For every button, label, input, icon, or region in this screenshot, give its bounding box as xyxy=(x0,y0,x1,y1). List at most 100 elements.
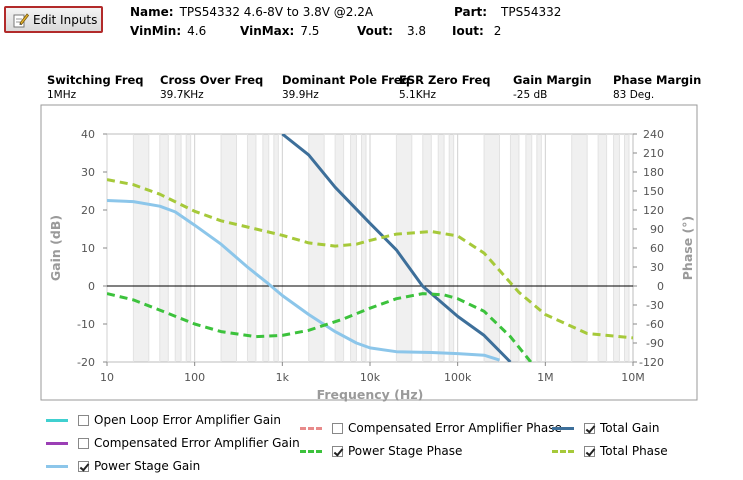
series-power-stage-phase xyxy=(107,292,533,362)
legend-swatch xyxy=(552,426,574,430)
vinmax-label: VinMax: xyxy=(240,24,295,38)
vinmin-field: VinMin: 4.6 xyxy=(130,24,206,38)
grid-band xyxy=(361,134,366,362)
legend-power-stage-phase[interactable]: Power Stage Phase xyxy=(300,444,462,458)
grid-band xyxy=(396,134,412,362)
legend-swatch xyxy=(46,418,68,422)
y-tick-label: -10 xyxy=(77,318,95,331)
legend-label: Compensated Error Amplifier Phase xyxy=(348,421,562,435)
grid-band xyxy=(571,134,588,362)
x-tick-label: 1k xyxy=(276,371,290,384)
metric-esr-zero-freq: ESR Zero Freq 5.1KHz xyxy=(399,73,491,101)
grid-band xyxy=(159,134,169,362)
metric-dominant-pole-freq: Dominant Pole Freq 39.9Hz xyxy=(282,73,410,101)
vinmax-field: VinMax: 7.5 xyxy=(240,24,319,38)
y2-tick-label: 120 xyxy=(643,204,664,217)
metric-label: Cross Over Freq xyxy=(160,73,264,87)
metric-label: Phase Margin xyxy=(613,73,702,87)
metric-value: 39.9Hz xyxy=(282,89,319,101)
metric-crossover-freq: Cross Over Freq 39.7KHz xyxy=(160,73,263,101)
plot-frame xyxy=(40,104,698,401)
grid-band xyxy=(525,134,532,362)
x-tick-label: 100 xyxy=(184,371,205,384)
y-tick-label: 0 xyxy=(88,280,95,293)
grid-band xyxy=(350,134,357,362)
edit-inputs-button[interactable]: Edit Inputs xyxy=(4,6,103,33)
legend-checkbox[interactable] xyxy=(78,414,89,426)
y2-tick-label: -30 xyxy=(646,299,664,312)
x-tick-label: 1M xyxy=(537,371,554,384)
y2-tick-label: 0 xyxy=(657,280,664,293)
series-total-phase xyxy=(107,178,633,340)
metric-phase-margin: Phase Margin 83 Deg. xyxy=(613,73,701,101)
grid-band xyxy=(273,134,279,362)
grid-band xyxy=(175,134,182,362)
grid-band xyxy=(510,134,519,362)
vinmin-label: VinMin: xyxy=(130,24,182,38)
vinmax-value: 7.5 xyxy=(300,24,320,38)
legend-checkbox[interactable] xyxy=(332,445,343,457)
legend-checkbox[interactable] xyxy=(78,460,89,472)
y-tick-label: 40 xyxy=(81,128,95,141)
legend-open-loop-ea-gain[interactable]: Open Loop Error Amplifier Gain xyxy=(46,413,281,427)
iout-value: 2 xyxy=(493,24,502,38)
legend-swatch xyxy=(300,426,322,430)
grid-band xyxy=(536,134,542,362)
metric-value: -25 dB xyxy=(513,89,548,101)
legend-label: Total Gain xyxy=(600,421,660,435)
axis-ticks: 10 100 1k 10k 100k 1M 10M403020100-10-20240210… xyxy=(77,128,664,384)
grid-band xyxy=(484,134,500,362)
grid-band xyxy=(438,134,445,362)
grid-band xyxy=(221,134,237,362)
y-tick-label: -20 xyxy=(77,356,95,369)
legend-label: Open Loop Error Amplifier Gain xyxy=(94,413,281,427)
metric-label: ESR Zero Freq xyxy=(399,73,491,87)
legend-total-phase[interactable]: Total Phase xyxy=(552,444,668,458)
grid-band xyxy=(598,134,607,362)
grid-band xyxy=(422,134,432,362)
name-label: Name: xyxy=(130,5,174,19)
x-tick-label: 10 xyxy=(100,371,114,384)
metric-switching-freq: Switching Freq 1MHz xyxy=(47,73,144,101)
legend-swatch xyxy=(300,449,322,453)
legend-checkbox[interactable] xyxy=(78,437,89,449)
part-field: Part: TPS54332 xyxy=(454,5,561,19)
y2-axis-label: Phase (°) xyxy=(680,216,695,280)
y2-tick-label: -120 xyxy=(639,356,664,369)
legend-checkbox[interactable] xyxy=(584,422,595,434)
legend-compensated-ea-phase[interactable]: Compensated Error Amplifier Phase xyxy=(300,421,562,435)
grid-band xyxy=(247,134,256,362)
y-tick-label: 30 xyxy=(81,166,95,179)
grid-band xyxy=(133,134,149,362)
series-lines xyxy=(107,134,633,362)
y2-tick-label: 90 xyxy=(650,223,664,236)
iout-label: Iout: xyxy=(452,24,484,38)
grid-band xyxy=(613,134,620,362)
legend-swatch xyxy=(552,449,574,453)
legend-total-gain[interactable]: Total Gain xyxy=(552,421,659,435)
legend-checkbox[interactable] xyxy=(584,445,595,457)
iout-field: Iout: 2 xyxy=(452,24,501,38)
grid-bands xyxy=(133,134,629,362)
legend-compensated-ea-gain[interactable]: Compensated Error Amplifier Gain xyxy=(46,436,300,450)
legend-label: Power Stage Phase xyxy=(348,444,463,458)
part-value: TPS54332 xyxy=(501,5,562,19)
series-power-stage-gain xyxy=(107,199,500,362)
x-tick-label: 10M xyxy=(621,371,645,384)
edit-inputs-label: Edit Inputs xyxy=(33,12,98,27)
vout-value: 3.8 xyxy=(406,24,427,38)
legend-swatch xyxy=(46,441,68,445)
grid-band xyxy=(186,134,191,362)
legend-checkbox[interactable] xyxy=(332,422,343,434)
y2-tick-label: 210 xyxy=(643,147,664,160)
part-label: Part: xyxy=(454,5,488,19)
x-tick-label: 100k xyxy=(444,371,472,384)
vout-field: Vout: 3.8 xyxy=(357,24,426,38)
legend-power-stage-gain[interactable]: Power Stage Gain xyxy=(46,459,200,473)
metric-gain-margin: Gain Margin -25 dB xyxy=(513,73,592,101)
metric-value: 5.1KHz xyxy=(399,89,436,101)
grid-band xyxy=(624,134,629,362)
edit-document-icon xyxy=(13,12,30,28)
grid-band xyxy=(262,134,269,362)
